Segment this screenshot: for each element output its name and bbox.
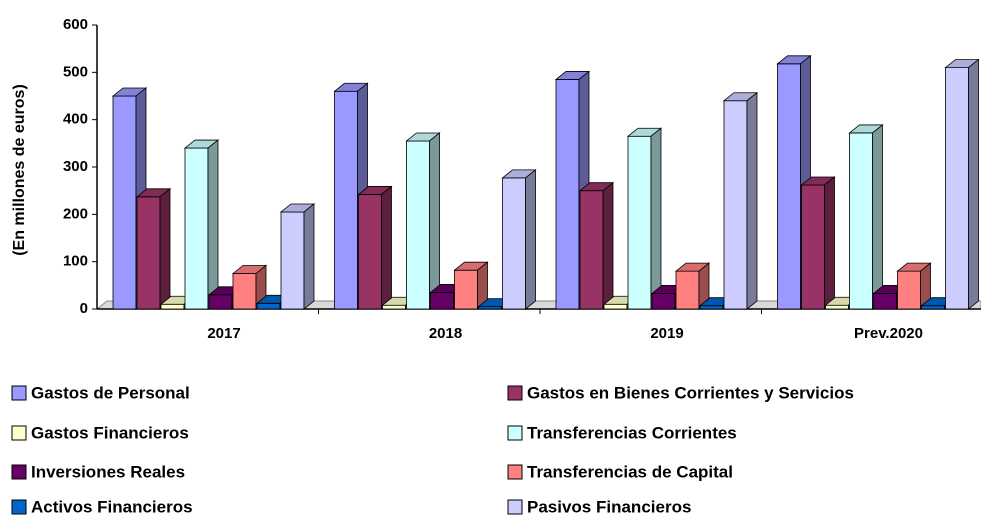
bar-side — [746, 91, 758, 310]
bar — [280, 211, 305, 310]
legend-label: Activos Financieros — [31, 497, 193, 516]
bar — [160, 303, 185, 310]
bar — [406, 140, 430, 310]
bar — [897, 270, 921, 310]
bar — [849, 132, 873, 310]
legend-label: Gastos de Personal — [31, 383, 190, 402]
bar — [502, 177, 526, 310]
y-tick-label: 100 — [63, 253, 88, 270]
bar — [825, 304, 849, 310]
bar — [801, 184, 825, 310]
legend-label: Transferencias de Capital — [527, 462, 733, 481]
bar — [208, 294, 233, 310]
legend-swatch — [11, 464, 27, 480]
bar — [454, 269, 478, 310]
bar — [136, 196, 161, 310]
legend-label: Transferencias Corrientes — [527, 423, 737, 442]
bar — [651, 292, 676, 310]
legend-label: Pasivos Financieros — [527, 497, 691, 516]
bar — [382, 304, 406, 310]
bar — [184, 147, 209, 310]
legend-swatch — [507, 425, 523, 441]
bar-side — [159, 187, 171, 310]
legend-swatch — [11, 499, 27, 515]
bar-side — [303, 203, 315, 310]
bar — [603, 303, 628, 310]
y-tick-label: 400 — [63, 111, 88, 128]
bar — [945, 67, 969, 310]
legend-swatch — [507, 385, 523, 401]
bar-side — [207, 139, 219, 310]
bar-side — [824, 176, 835, 310]
bar-side — [968, 58, 979, 310]
bar — [579, 190, 604, 310]
bar — [777, 63, 801, 310]
legend-label: Inversiones Reales — [31, 462, 185, 481]
bar-side — [602, 181, 614, 310]
bar-side — [650, 127, 662, 310]
bar — [112, 95, 137, 310]
bar — [555, 79, 580, 310]
x-tick-label: 2018 — [429, 325, 462, 342]
legend-label: Gastos en Bienes Corrientes y Servicios — [527, 383, 854, 402]
bar — [675, 270, 700, 310]
x-tick-label: 2017 — [207, 325, 240, 342]
y-tick-label: 300 — [63, 158, 88, 175]
bar — [873, 292, 897, 310]
bar-side — [525, 169, 536, 310]
bar-side — [381, 185, 392, 310]
legend-swatch — [11, 385, 27, 401]
legend-swatch — [507, 464, 523, 480]
y-tick-label: 600 — [63, 16, 88, 33]
bar — [921, 305, 945, 310]
bar — [699, 305, 724, 310]
bar — [627, 135, 652, 310]
bar — [723, 100, 748, 310]
legend-swatch — [11, 425, 27, 441]
x-tick-label: 2019 — [650, 325, 683, 342]
bar — [256, 302, 281, 310]
legend-swatch — [507, 499, 523, 515]
bar-side — [429, 132, 440, 310]
y-tick-label: 200 — [63, 205, 88, 222]
bar — [232, 273, 257, 310]
x-tick-label: Prev.2020 — [854, 325, 923, 342]
bar — [358, 194, 382, 310]
y-tick-label: 0 — [80, 300, 88, 317]
legend-label: Gastos Financieros — [31, 423, 189, 442]
bar-side — [872, 124, 883, 310]
bar — [430, 292, 454, 310]
y-tick-label: 500 — [63, 63, 88, 80]
bar — [334, 90, 358, 310]
y-axis-label: (En millones de euros) — [11, 84, 28, 256]
